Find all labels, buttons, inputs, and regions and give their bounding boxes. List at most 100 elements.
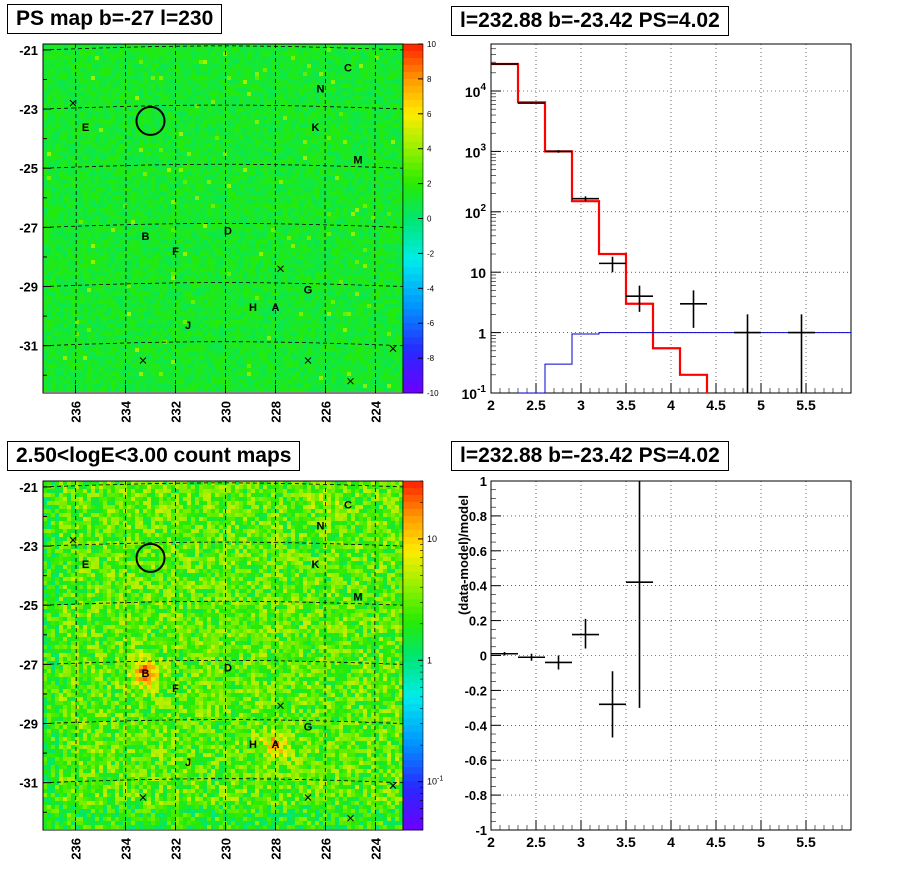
map-pixel (163, 156, 167, 160)
map-pixel (291, 112, 295, 116)
map-pixel (331, 192, 335, 196)
map-pixel (347, 168, 351, 172)
map-pixel (243, 156, 247, 160)
map-pixel (223, 236, 227, 240)
map-pixel (355, 120, 359, 124)
map-pixel (63, 196, 67, 200)
map-pixel (231, 248, 235, 252)
map-pixel (267, 48, 271, 52)
map-pixel (51, 228, 55, 232)
map-pixel (339, 252, 343, 256)
map-pixel (107, 196, 111, 200)
map-pixel (319, 196, 323, 200)
map-pixel (319, 248, 323, 252)
map-pixel (107, 84, 111, 88)
map-pixel (303, 240, 307, 244)
map-pixel (219, 224, 223, 228)
map-pixel (283, 200, 287, 204)
map-pixel (243, 84, 247, 88)
map-pixel (351, 140, 355, 144)
map-pixel (347, 248, 351, 252)
map-pixel (379, 196, 383, 200)
map-pixel (391, 252, 395, 256)
map-pixel (347, 44, 351, 48)
map-pixel (271, 240, 275, 244)
map-pixel (215, 196, 219, 200)
map-pixel (171, 132, 175, 136)
map-pixel (391, 132, 395, 136)
map-pixel (199, 108, 203, 112)
map-pixel (271, 228, 275, 232)
map-pixel (227, 216, 231, 220)
map-pixel (111, 216, 115, 220)
map-pixel (211, 228, 215, 232)
map-pixel (363, 96, 367, 100)
map-pixel (399, 92, 403, 96)
map-pixel (131, 152, 135, 156)
map-pixel (399, 56, 403, 60)
map-pixel (215, 180, 219, 184)
map-pixel (395, 252, 399, 256)
map-pixel (159, 52, 163, 56)
map-pixel (75, 156, 79, 160)
map-pixel (231, 224, 235, 228)
map-pixel (291, 132, 295, 136)
map-pixel (271, 96, 275, 100)
map-pixel (243, 80, 247, 84)
map-pixel (183, 48, 187, 52)
map-pixel (79, 248, 83, 252)
map-pixel (367, 192, 371, 196)
map-pixel (167, 252, 171, 256)
map-pixel (391, 48, 395, 52)
map-pixel (187, 244, 191, 248)
map-pixel (259, 172, 263, 176)
map-pixel (59, 172, 63, 176)
map-pixel (167, 172, 171, 176)
map-pixel (243, 72, 247, 76)
map-pixel (183, 84, 187, 88)
map-pixel (47, 212, 51, 216)
map-pixel (395, 152, 399, 156)
map-pixel (195, 184, 199, 188)
map-pixel (167, 76, 171, 80)
map-pixel (311, 72, 315, 76)
map-pixel (123, 44, 127, 48)
map-pixel (135, 88, 139, 92)
map-pixel (131, 244, 135, 248)
map-pixel (175, 224, 179, 228)
map-pixel (83, 108, 87, 112)
map-pixel (63, 168, 67, 172)
map-pixel (311, 104, 315, 108)
map-pixel (199, 120, 203, 124)
map-pixel (383, 204, 387, 208)
map-pixel (347, 216, 351, 220)
map-pixel (335, 56, 339, 60)
map-pixel (55, 112, 59, 116)
map-pixel (347, 252, 351, 256)
map-pixel (203, 204, 207, 208)
map-pixel (123, 224, 127, 228)
map-pixel (139, 192, 143, 196)
map-pixel (215, 184, 219, 188)
map-pixel (43, 220, 47, 224)
map-pixel (243, 244, 247, 248)
map-pixel (127, 240, 131, 244)
map-pixel (167, 260, 171, 264)
map-pixel (227, 96, 231, 100)
map-pixel (311, 220, 315, 224)
map-pixel (263, 60, 267, 64)
map-pixel (79, 144, 83, 148)
map-pixel (51, 128, 55, 132)
map-pixel (159, 116, 163, 120)
map-pixel (335, 172, 339, 176)
map-pixel (147, 176, 151, 180)
map-pixel (355, 188, 359, 192)
map-pixel (115, 104, 119, 108)
map-pixel (63, 92, 67, 96)
map-pixel (99, 176, 103, 180)
map-pixel (43, 204, 47, 208)
map-pixel (75, 88, 79, 92)
map-pixel (119, 200, 123, 204)
map-pixel (75, 44, 79, 48)
map-pixel (391, 208, 395, 212)
